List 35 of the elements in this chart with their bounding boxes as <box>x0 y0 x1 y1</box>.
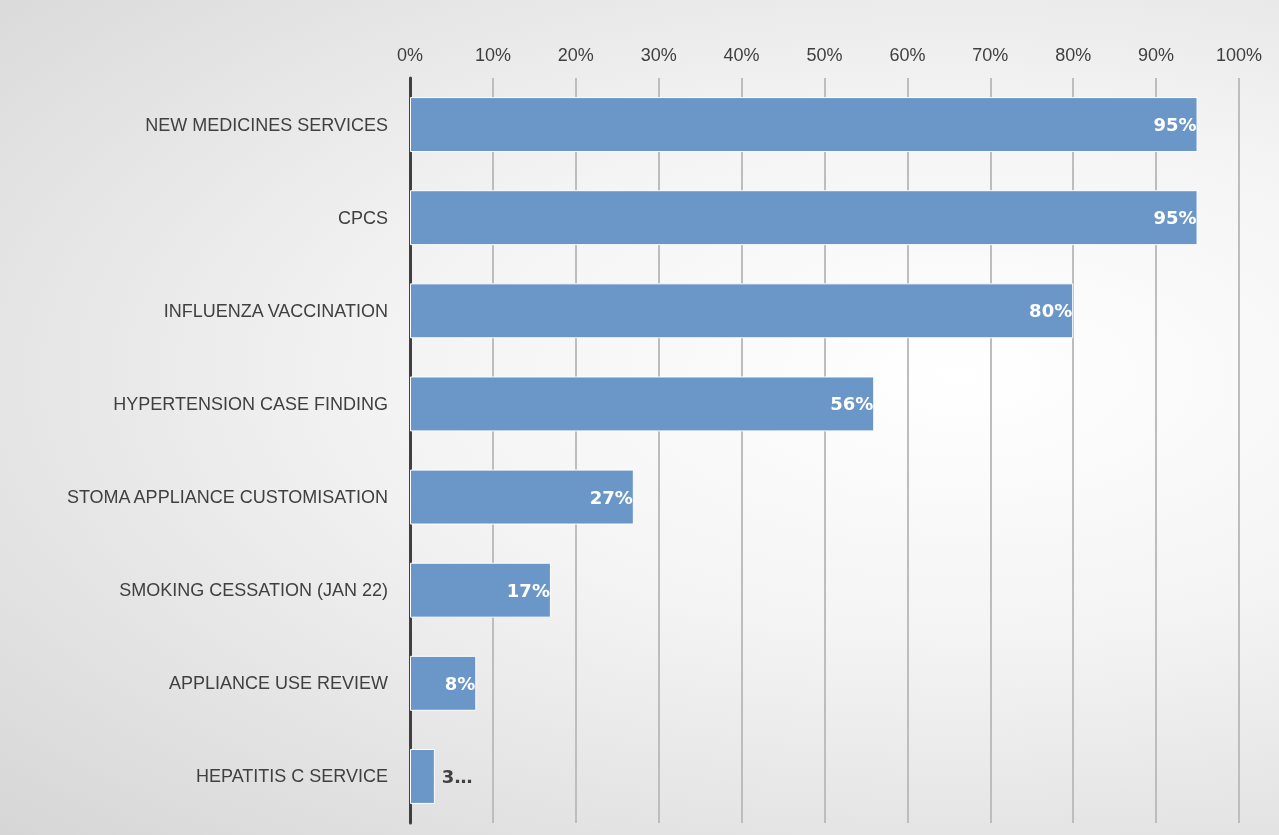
bar <box>410 283 1074 339</box>
bar <box>410 97 1198 153</box>
x-tick-label: 100% <box>1215 45 1263 65</box>
y-tick-label: HYPERTENSION CASE FINDING <box>113 393 388 414</box>
bar <box>410 655 477 711</box>
bar <box>410 469 634 525</box>
x-tick-label: 30% <box>640 45 677 65</box>
x-tick-label: 40% <box>723 45 760 65</box>
bar <box>410 748 435 804</box>
y-tick-label: CPCS <box>337 207 388 228</box>
data-label: 3… <box>441 765 473 787</box>
x-tick-label: 20% <box>557 45 594 65</box>
bar <box>410 190 1198 246</box>
data-label: 17% <box>506 579 550 601</box>
data-label: 27% <box>589 486 633 508</box>
data-label: 56% <box>830 393 874 415</box>
x-tick-label: 10% <box>474 45 511 65</box>
y-tick-label: STOMA APPLIANCE CUSTOMISATION <box>66 487 388 508</box>
y-tick-label: HEPATITIS C SERVICE <box>195 766 388 787</box>
x-tick-label: 60% <box>889 45 926 65</box>
x-tick-label: 80% <box>1055 45 1092 65</box>
x-tick-label: 90% <box>1138 45 1175 65</box>
data-label: 95% <box>1153 207 1197 229</box>
x-tick-label: 50% <box>806 45 843 65</box>
y-tick-label: INFLUENZA VACCINATION <box>163 300 388 321</box>
x-tick-label: 0% <box>396 45 424 65</box>
data-label: 8% <box>444 672 476 694</box>
x-tick-label: 70% <box>972 45 1009 65</box>
data-label: 80% <box>1029 300 1073 322</box>
bar <box>410 376 875 432</box>
y-tick-label: SMOKING CESSATION (JAN 22) <box>119 580 388 601</box>
bar <box>410 562 551 618</box>
y-tick-label: NEW MEDICINES SERVICES <box>145 114 388 135</box>
data-label: 95% <box>1153 114 1197 136</box>
y-tick-label: APPLIANCE USE REVIEW <box>168 673 389 694</box>
